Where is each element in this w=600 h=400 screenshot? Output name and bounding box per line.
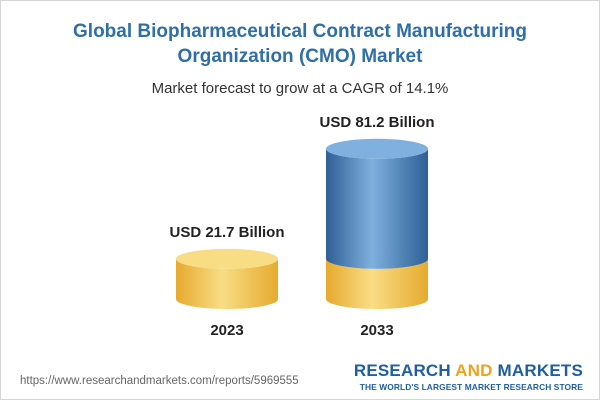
brand-word-markets: MARKETS — [492, 361, 583, 380]
brand-tagline: THE WORLD'S LARGEST MARKET RESEARCH STOR… — [359, 382, 583, 392]
bar-2023-base-top — [176, 248, 278, 269]
category-label-2023: 2023 — [210, 322, 243, 339]
chart-subtitle: Market forecast to grow at a CAGR of 14.… — [151, 80, 449, 97]
bar-2033-growth — [326, 148, 428, 269]
cylinder-chart: USD 21.7 Billion 2023 USD 81.2 Billion 2033 — [169, 114, 434, 339]
brand-name: RESEARCH AND MARKETS — [354, 362, 583, 379]
bar-2033-growth-top — [326, 138, 428, 159]
brand-logo: RESEARCH AND MARKETS THE WORLD'S LARGEST… — [354, 362, 583, 392]
brand-word-research: RESEARCH — [353, 361, 456, 380]
page-title: Global Biopharmaceutical Contract Manufa… — [73, 21, 527, 67]
category-label-2033: 2033 — [360, 322, 393, 339]
source-url[interactable]: https://www.researchandmarkets.com/repor… — [20, 375, 299, 387]
bar-2023-base — [176, 258, 278, 309]
value-label-2023: USD 21.7 Billion — [169, 224, 284, 241]
value-label-2033: USD 81.2 Billion — [319, 114, 434, 131]
brand-word-and: AND — [455, 361, 493, 380]
bar-2033-base — [326, 258, 428, 309]
